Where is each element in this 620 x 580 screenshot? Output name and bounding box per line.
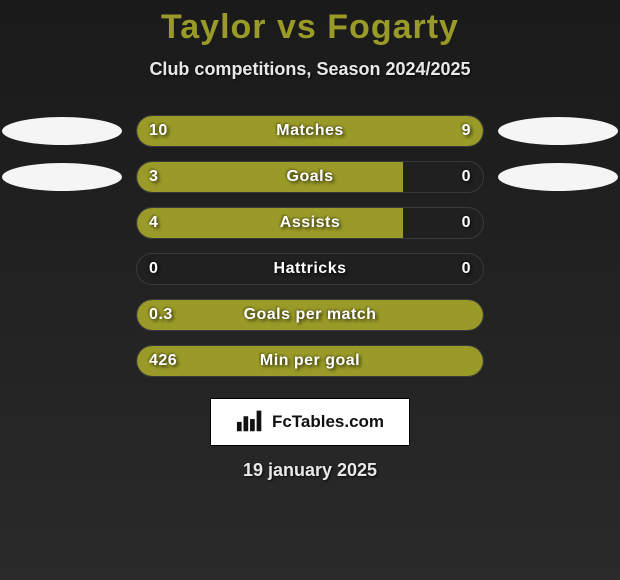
stat-value-right: 9 (462, 122, 471, 140)
vs-text: vs (277, 8, 317, 46)
stat-value-left: 426 (149, 352, 177, 370)
comparison-title: Taylor vs Fogarty (0, 8, 620, 47)
stat-row: 0.3 Goals per match (0, 292, 620, 338)
stat-label: Assists (280, 214, 340, 232)
subtitle: Club competitions, Season 2024/2025 (0, 59, 620, 80)
stat-bar-track: 3 Goals 0 (136, 161, 484, 193)
player1-badge-placeholder (2, 163, 122, 191)
player1-badge-placeholder (2, 301, 122, 329)
player1-badge-placeholder (2, 347, 122, 375)
stat-value-right: 0 (462, 168, 471, 186)
stat-bar-track: 4 Assists 0 (136, 207, 484, 239)
stat-value-left: 0 (149, 260, 158, 278)
player1-badge-placeholder (2, 209, 122, 237)
player2-badge-placeholder (498, 255, 618, 283)
stat-bar-fill-right (320, 116, 483, 146)
bars-icon (236, 408, 266, 437)
player2-badge-placeholder (498, 209, 618, 237)
stat-bar-fill-left (137, 208, 403, 238)
stat-value-right: 0 (462, 214, 471, 232)
stat-row: 3 Goals 0 (0, 154, 620, 200)
stat-value-left: 10 (149, 122, 168, 140)
stat-row: 426 Min per goal (0, 338, 620, 384)
date-text: 19 january 2025 (0, 460, 620, 481)
player1-badge-placeholder (2, 117, 122, 145)
player2-badge-placeholder (498, 117, 618, 145)
stats-list: 10 Matches 9 3 Goals 0 4 Assists 0 0 Hattricks 0 0.3… (0, 108, 620, 384)
stat-label: Hattricks (274, 260, 347, 278)
stat-row: 0 Hattricks 0 (0, 246, 620, 292)
infographic-container: Taylor vs Fogarty Club competitions, Sea… (0, 0, 620, 580)
stat-row: 10 Matches 9 (0, 108, 620, 154)
stat-value-right: 0 (462, 260, 471, 278)
player1-name: Taylor (161, 8, 267, 46)
stat-row: 4 Assists 0 (0, 200, 620, 246)
stat-bar-track: 10 Matches 9 (136, 115, 484, 147)
player2-name: Fogarty (327, 8, 459, 46)
stat-label: Min per goal (260, 352, 360, 370)
stat-label: Goals per match (244, 306, 377, 324)
player2-badge-placeholder (498, 301, 618, 329)
player1-badge-placeholder (2, 255, 122, 283)
stat-label: Matches (276, 122, 344, 140)
stat-value-left: 0.3 (149, 306, 173, 324)
player2-badge-placeholder (498, 163, 618, 191)
stat-value-left: 4 (149, 214, 158, 232)
stat-bar-fill-left (137, 162, 403, 192)
stat-label: Goals (287, 168, 334, 186)
stat-bar-track: 0 Hattricks 0 (136, 253, 484, 285)
footer-badge-text: FcTables.com (272, 412, 384, 432)
footer-badge[interactable]: FcTables.com (210, 398, 410, 446)
stat-value-left: 3 (149, 168, 158, 186)
stat-bar-track: 0.3 Goals per match (136, 299, 484, 331)
player2-badge-placeholder (498, 347, 618, 375)
stat-bar-track: 426 Min per goal (136, 345, 484, 377)
